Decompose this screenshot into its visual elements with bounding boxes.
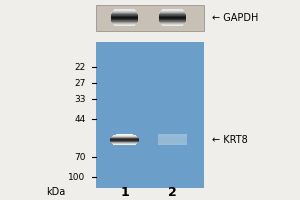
- Bar: [159, 15, 186, 16]
- Bar: [110, 141, 139, 142]
- Bar: [111, 20, 138, 21]
- Bar: [160, 22, 185, 23]
- Bar: [159, 14, 186, 15]
- Bar: [158, 134, 187, 135]
- Bar: [159, 16, 186, 17]
- Bar: [112, 13, 137, 14]
- Bar: [110, 139, 139, 140]
- Bar: [111, 16, 138, 17]
- Bar: [158, 137, 187, 138]
- Bar: [110, 138, 139, 139]
- Bar: [158, 143, 187, 144]
- Bar: [158, 138, 187, 139]
- Bar: [111, 18, 138, 19]
- Text: 70: 70: [74, 152, 85, 162]
- Bar: [113, 135, 136, 136]
- Bar: [160, 13, 185, 14]
- Bar: [159, 20, 186, 21]
- Bar: [159, 18, 186, 19]
- Bar: [158, 142, 187, 143]
- Text: 1: 1: [120, 186, 129, 199]
- Bar: [159, 19, 186, 20]
- Bar: [158, 141, 187, 142]
- Bar: [160, 23, 185, 24]
- Bar: [111, 142, 138, 143]
- Bar: [112, 11, 136, 12]
- Bar: [96, 5, 204, 31]
- Bar: [161, 10, 184, 11]
- Text: 44: 44: [74, 114, 85, 123]
- Bar: [111, 19, 138, 20]
- Bar: [159, 21, 186, 22]
- Bar: [111, 137, 138, 138]
- Bar: [112, 12, 137, 13]
- Bar: [111, 17, 138, 18]
- Bar: [112, 23, 137, 24]
- Text: 33: 33: [74, 95, 85, 104]
- Text: 2: 2: [168, 186, 177, 199]
- Text: ← KRT8: ← KRT8: [212, 135, 247, 145]
- Bar: [96, 42, 204, 188]
- Bar: [161, 24, 184, 25]
- Bar: [116, 134, 133, 135]
- Bar: [114, 9, 135, 10]
- Bar: [111, 14, 138, 15]
- Bar: [159, 17, 186, 18]
- Bar: [158, 140, 187, 141]
- Bar: [113, 10, 136, 11]
- Bar: [111, 21, 138, 22]
- Text: 27: 27: [74, 78, 85, 88]
- Bar: [162, 9, 183, 10]
- Bar: [160, 12, 185, 13]
- Text: 22: 22: [74, 62, 85, 72]
- Bar: [112, 143, 137, 144]
- Bar: [111, 15, 138, 16]
- Bar: [158, 136, 187, 137]
- Bar: [113, 24, 136, 25]
- Bar: [158, 139, 187, 140]
- Bar: [160, 11, 184, 12]
- Text: 100: 100: [68, 172, 86, 182]
- Bar: [112, 22, 137, 23]
- Text: ← GAPDH: ← GAPDH: [212, 13, 258, 23]
- Bar: [114, 25, 135, 26]
- Bar: [158, 135, 187, 136]
- Bar: [112, 136, 137, 137]
- Bar: [158, 144, 187, 145]
- Bar: [162, 25, 183, 26]
- Bar: [110, 140, 139, 141]
- Bar: [113, 144, 136, 145]
- Text: kDa: kDa: [46, 187, 65, 197]
